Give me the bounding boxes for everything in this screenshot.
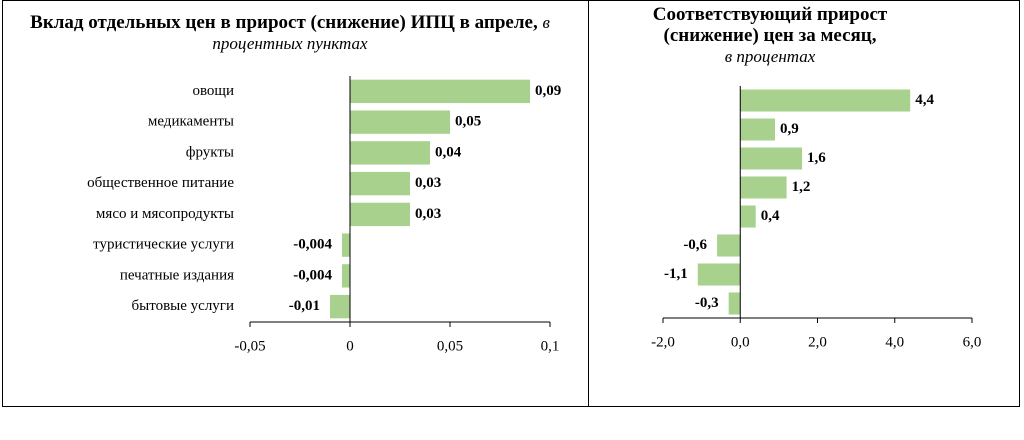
- value-label: 0,9: [780, 121, 799, 137]
- value-label: 0,05: [455, 114, 481, 130]
- right-panel: [588, 0, 1020, 407]
- value-label: 0,03: [415, 206, 441, 222]
- bar: [740, 176, 787, 199]
- category-label: общественное питание: [87, 175, 234, 191]
- bar: [728, 292, 741, 315]
- bar: [330, 294, 350, 319]
- bar: [350, 110, 450, 134]
- bar: [740, 147, 803, 170]
- value-label: 0,03: [415, 175, 441, 191]
- category-label: туристические услуги: [93, 237, 234, 253]
- value-label: 1,6: [807, 150, 826, 166]
- chart-subtitle: в процентах: [724, 47, 816, 66]
- value-label: -0,004: [293, 267, 332, 283]
- chart-title: Соответствующий прирост (снижение) цен з…: [652, 4, 888, 46]
- value-label: 0,09: [535, 83, 561, 99]
- x-tick-label: 2,0: [808, 334, 827, 350]
- value-label: 4,4: [915, 92, 934, 108]
- bar: [740, 205, 756, 228]
- bar: [697, 263, 741, 286]
- value-label: 0,4: [761, 208, 780, 224]
- title-block: Соответствующий прирост (снижение) цен з…: [630, 4, 910, 67]
- value-label: -0,01: [289, 298, 320, 314]
- x-tick-label: 4,0: [885, 334, 904, 350]
- bar: [350, 141, 430, 165]
- x-tick-label: -0,05: [234, 338, 265, 354]
- bar: [740, 118, 776, 141]
- chart-subtitle: в процентных пунктах: [212, 13, 550, 53]
- bar: [342, 233, 350, 257]
- x-tick-label: 0,1: [541, 338, 560, 354]
- category-label: медикаменты: [148, 114, 234, 130]
- bar: [350, 202, 410, 227]
- bar: [717, 234, 741, 257]
- category-label: овощи: [192, 83, 234, 99]
- bar: [342, 264, 350, 288]
- bar: [350, 79, 530, 104]
- x-tick-label: 0: [346, 338, 354, 354]
- value-label: 1,2: [792, 179, 811, 195]
- value-label: -0,6: [683, 237, 707, 253]
- category-label: фрукты: [186, 144, 234, 160]
- x-tick-label: 0,0: [731, 334, 750, 350]
- value-label: 0,04: [435, 144, 462, 160]
- bar: [740, 89, 911, 112]
- category-label: мясо и мясопродукты: [96, 206, 234, 222]
- title-block: Вклад отдельных цен в прирост (снижение)…: [10, 12, 570, 54]
- x-tick-label: -2,0: [651, 334, 675, 350]
- category-label: печатные издания: [120, 267, 234, 283]
- x-tick-label: 6,0: [963, 334, 982, 350]
- bar: [350, 171, 410, 196]
- value-label: -0,004: [293, 237, 332, 253]
- value-label: -1,1: [664, 266, 688, 282]
- value-label: -0,3: [695, 295, 719, 311]
- chart-title: Вклад отдельных цен в прирост (снижение)…: [30, 12, 538, 33]
- category-label: бытовые услуги: [132, 298, 234, 314]
- x-tick-label: 0,05: [437, 338, 463, 354]
